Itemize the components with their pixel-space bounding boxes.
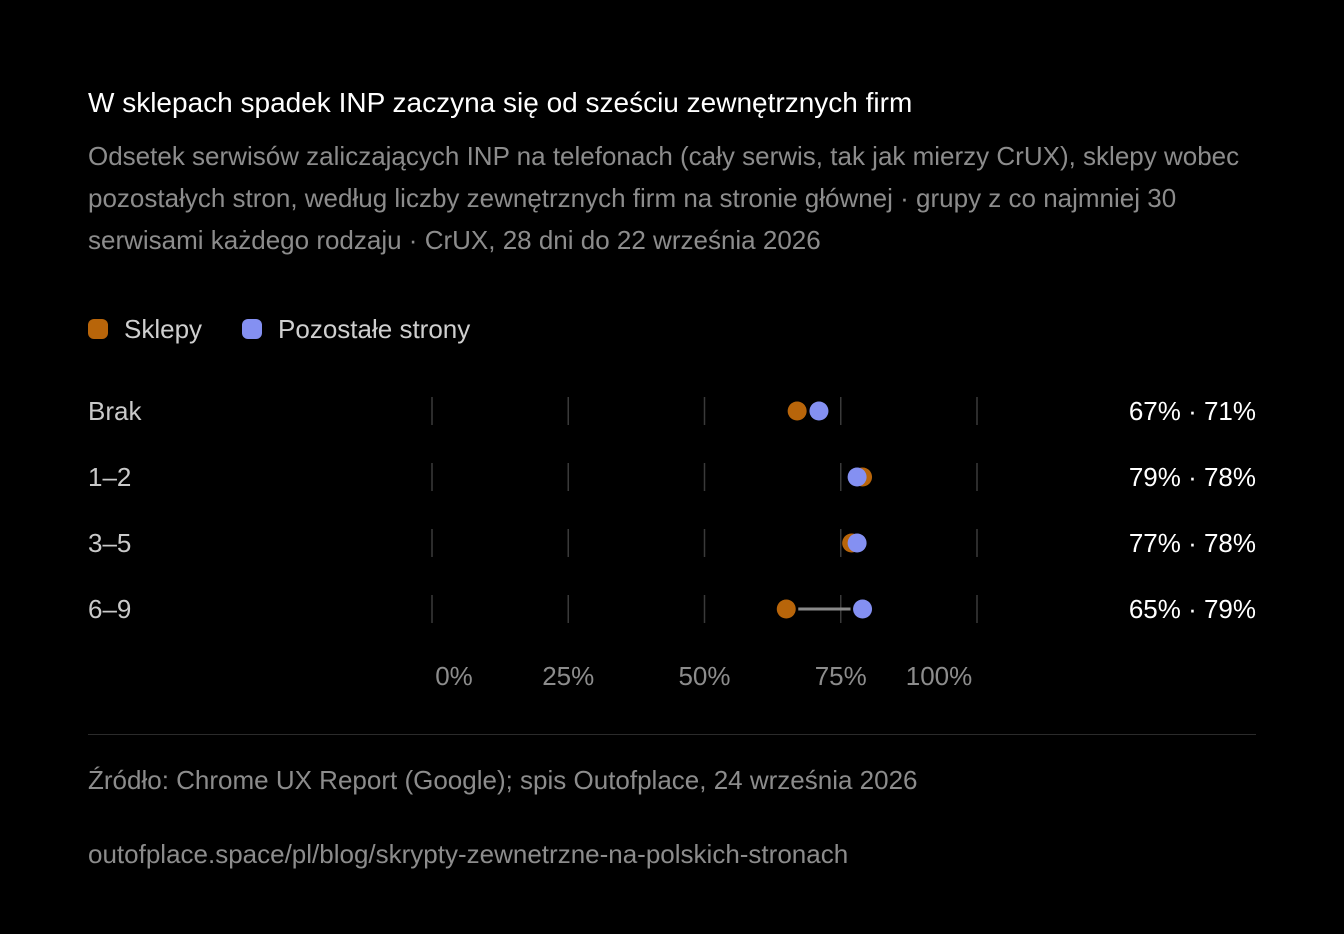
x-tick-label: 75% xyxy=(815,661,867,691)
x-tick-label: 50% xyxy=(678,661,730,691)
legend-swatch-other-sites xyxy=(242,319,263,339)
legend-swatch-shops xyxy=(88,319,108,339)
chart-subtitle: Odsetek serwisów zaliczających INP na te… xyxy=(88,141,1240,255)
x-tick-label: 0% xyxy=(435,661,473,691)
dot-other-sites xyxy=(853,599,873,619)
x-tick-label: 100% xyxy=(906,661,973,691)
row-label: 1–2 xyxy=(88,462,131,492)
footer-divider xyxy=(88,734,1256,735)
dot-other-sites xyxy=(847,467,867,487)
row-value-label: 77% · 78% xyxy=(1129,528,1256,558)
row-label: Brak xyxy=(88,396,142,426)
row-label: 3–5 xyxy=(88,528,131,558)
source-url[interactable]: outofplace.space/pl/blog/skrypty-zewnetr… xyxy=(88,839,849,869)
source-note: Źródło: Chrome UX Report (Google); spis … xyxy=(88,765,918,795)
dot-shops xyxy=(787,401,807,421)
legend-label-other-sites: Pozostałe strony xyxy=(278,313,471,344)
dot-shops xyxy=(776,599,796,619)
dot-other-sites xyxy=(809,401,829,421)
legend-item-shops: Sklepy xyxy=(88,314,202,345)
row-label: 6–9 xyxy=(88,594,131,624)
legend-label-shops: Sklepy xyxy=(124,313,203,344)
dumbbell-chart: Brak 67% · 71% 1–2 79% · 78% 3–5 77% · 78% 6–9… xyxy=(88,396,1256,691)
legend-item-other-sites: Pozostałe strony xyxy=(242,314,470,345)
dot-other-sites xyxy=(847,533,867,553)
row-value-label: 67% · 71% xyxy=(1129,396,1256,426)
x-tick-label: 25% xyxy=(542,661,594,691)
chart-title: W sklepach spadek INP zaczyna się od sze… xyxy=(88,87,913,118)
legend: Sklepy Pozostałe strony xyxy=(88,310,470,348)
row-value-label: 79% · 78% xyxy=(1129,462,1256,492)
row-value-label: 65% · 79% xyxy=(1129,594,1256,624)
